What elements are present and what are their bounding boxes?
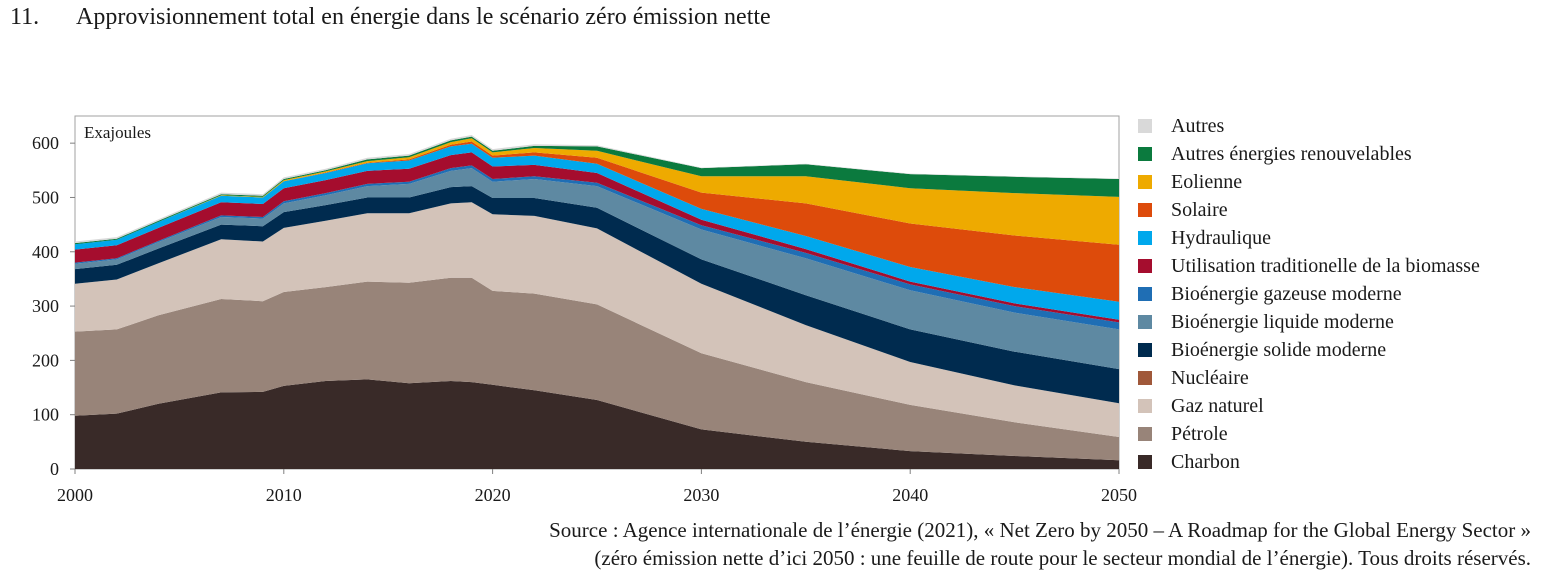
y-axis-unit-label: Exajoules	[84, 123, 151, 142]
legend-label: Charbon	[1171, 450, 1240, 473]
source-line-2: (zéro émission nette d’ici 2050 : une fe…	[594, 546, 1531, 570]
x-tick-label: 2030	[683, 485, 719, 505]
area-bioenergie-liquide-moderne	[75, 168, 1119, 370]
y-axis: 0 100 200 300 400 500 600	[32, 133, 75, 479]
legend-label: Bioénergie liquide moderne	[1171, 310, 1394, 333]
legend-swatch	[1138, 427, 1152, 441]
x-tick-label: 2010	[266, 485, 302, 505]
legend-item-eolienne: Eolienne	[1138, 168, 1480, 196]
x-tick-label: 2050	[1101, 485, 1137, 505]
legend-label: Autres	[1171, 114, 1225, 137]
x-tick-label: 2020	[475, 485, 511, 505]
legend-label: Autres énergies renouvelables	[1171, 142, 1412, 165]
y-tick-label: 0	[50, 459, 59, 479]
legend-item-charbon: Charbon	[1138, 448, 1480, 476]
legend-label: Eolienne	[1171, 170, 1243, 193]
legend-swatch	[1138, 399, 1152, 413]
y-tick-label: 400	[32, 242, 59, 262]
legend-label: Bioénergie gazeuse moderne	[1171, 282, 1402, 305]
legend-swatch	[1138, 231, 1152, 245]
area-bioenergie-solide-moderne	[75, 186, 1119, 404]
legend-label: Utilisation traditionelle de la biomasse	[1171, 254, 1480, 277]
legend-swatch	[1138, 119, 1152, 133]
x-tick-label: 2040	[892, 485, 928, 505]
area-series-group	[75, 135, 1119, 469]
area-gaz-naturel	[75, 202, 1119, 437]
legend: Autres Autres énergies renouvelables Eolie…	[1138, 112, 1480, 476]
legend-item-petrole: Pétrole	[1138, 420, 1480, 448]
legend-swatch	[1138, 343, 1152, 357]
area-utilisation-traditionelle-de-la-biomasse	[75, 152, 1119, 323]
legend-label: Pétrole	[1171, 422, 1228, 445]
legend-item-autres-energies-renouvelables: Autres énergies renouvelables	[1138, 140, 1480, 168]
legend-label: Gaz naturel	[1171, 394, 1264, 417]
legend-swatch	[1138, 259, 1152, 273]
source-note: Source : Agence internationale de l’éner…	[549, 516, 1531, 572]
y-tick-label: 300	[32, 296, 59, 316]
legend-label: Bioénergie solide moderne	[1171, 338, 1387, 361]
area-solaire	[75, 141, 1119, 302]
legend-swatch	[1138, 371, 1152, 385]
legend-item-bioenergie-solide-moderne: Bioénergie solide moderne	[1138, 336, 1480, 364]
y-tick-label: 600	[32, 133, 59, 153]
legend-swatch	[1138, 175, 1152, 189]
legend-item-gaz-naturel: Gaz naturel	[1138, 392, 1480, 420]
area-petrole	[75, 277, 1119, 461]
y-tick-label: 100	[32, 405, 59, 425]
legend-item-utilisation-traditionelle-de-la-biomasse: Utilisation traditionelle de la biomasse	[1138, 252, 1480, 280]
x-axis: 2000 2010 2020 2030 2040 2050	[57, 469, 1137, 505]
figure-header: 11. Approvisionnement total en énergie da…	[10, 4, 771, 31]
legend-label: Hydraulique	[1171, 226, 1271, 249]
legend-swatch	[1138, 147, 1152, 161]
legend-label: Nucléaire	[1171, 366, 1249, 389]
source-line-1: Source : Agence internationale de l’éner…	[549, 518, 1531, 542]
x-tick-label: 2000	[57, 485, 93, 505]
legend-swatch	[1138, 203, 1152, 217]
legend-swatch	[1138, 315, 1152, 329]
area-charbon	[75, 379, 1119, 469]
legend-item-solaire: Solaire	[1138, 196, 1480, 224]
area-eolienne	[75, 138, 1119, 245]
legend-swatch	[1138, 287, 1152, 301]
legend-swatch	[1138, 455, 1152, 469]
y-tick-label: 200	[32, 350, 59, 370]
chart-title: Approvisionnement total en énergie dans …	[76, 4, 771, 30]
legend-item-nucleaire: Nucléaire	[1138, 364, 1480, 392]
legend-item-hydraulique: Hydraulique	[1138, 224, 1480, 252]
legend-item-bioenergie-gazeuse-moderne: Bioénergie gazeuse moderne	[1138, 280, 1480, 308]
figure-number: 11.	[10, 4, 40, 30]
legend-label: Solaire	[1171, 198, 1228, 221]
legend-item-autres: Autres	[1138, 112, 1480, 140]
legend-item-bioenergie-liquide-moderne: Bioénergie liquide moderne	[1138, 308, 1480, 336]
area-hydraulique	[75, 143, 1119, 320]
y-tick-label: 500	[32, 187, 59, 207]
